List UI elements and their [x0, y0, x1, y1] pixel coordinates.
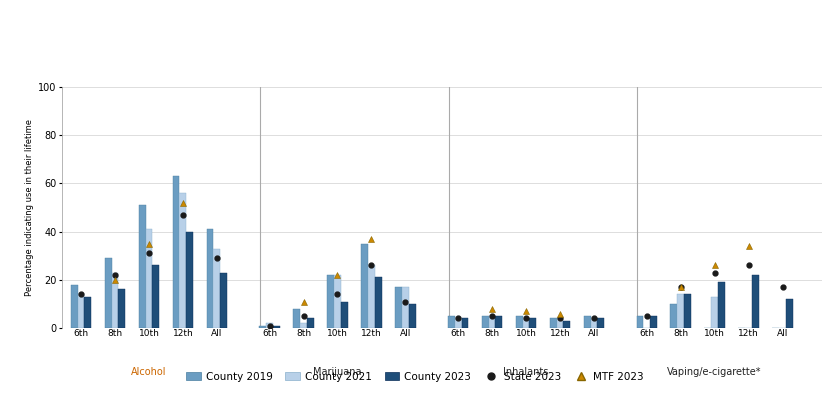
Text: Inhalants: Inhalants [503, 367, 549, 377]
Bar [186, 232, 193, 328]
Bar [395, 287, 402, 328]
Bar [786, 299, 793, 328]
Bar [711, 297, 718, 328]
Bar [361, 244, 368, 328]
Text: Alcohol: Alcohol [131, 367, 167, 377]
Bar [496, 316, 502, 328]
Bar [152, 265, 159, 328]
Bar [637, 316, 643, 328]
Bar [375, 277, 382, 328]
Bar [273, 326, 280, 328]
Bar [71, 285, 77, 328]
Y-axis label: Percentage indicating use in their lifetime: Percentage indicating use in their lifet… [25, 119, 34, 296]
Bar [650, 316, 657, 328]
Bar [684, 294, 691, 328]
Bar [119, 290, 125, 328]
Bar [111, 273, 119, 328]
Bar [671, 304, 677, 328]
Bar [85, 297, 91, 328]
Bar [489, 316, 496, 328]
Bar [583, 316, 591, 328]
Bar [455, 318, 461, 328]
Bar [591, 318, 598, 328]
Bar [266, 323, 273, 328]
Bar [327, 275, 334, 328]
Bar [516, 316, 523, 328]
Text: Marijuana: Marijuana [313, 367, 362, 377]
Bar [300, 323, 307, 328]
Bar [530, 318, 536, 328]
Bar [334, 275, 341, 328]
Bar [259, 326, 266, 328]
Bar [564, 321, 570, 328]
Bar [105, 258, 111, 328]
Bar [523, 318, 530, 328]
Bar [598, 318, 604, 328]
Text: Westmoreland County 2023 Pennsylvania Youth Survey: Westmoreland County 2023 Pennsylvania Yo… [10, 54, 425, 67]
Bar [557, 318, 564, 328]
Text: Early initiation and higher prevalence drugs - Lifetime use: Early initiation and higher prevalence d… [10, 19, 448, 32]
Bar [549, 318, 557, 328]
Bar [718, 282, 725, 328]
Bar [368, 265, 375, 328]
Bar [145, 229, 152, 328]
Bar [293, 309, 300, 328]
Bar [213, 249, 220, 328]
Bar [402, 287, 409, 328]
Bar [482, 316, 489, 328]
Bar [752, 275, 759, 328]
Bar [677, 294, 684, 328]
Text: Vaping/e-cigarette*: Vaping/e-cigarette* [667, 367, 762, 377]
Bar [77, 294, 85, 328]
Bar [173, 176, 179, 328]
Bar [448, 316, 455, 328]
Bar [139, 205, 145, 328]
Bar [461, 318, 468, 328]
Bar [341, 302, 348, 328]
Bar [179, 193, 186, 328]
Bar [409, 304, 416, 328]
Bar [207, 229, 213, 328]
Bar [220, 273, 227, 328]
Bar [307, 318, 314, 328]
Legend: County 2019, County 2021, County 2023, State 2023, MTF 2023: County 2019, County 2021, County 2023, S… [182, 367, 648, 386]
